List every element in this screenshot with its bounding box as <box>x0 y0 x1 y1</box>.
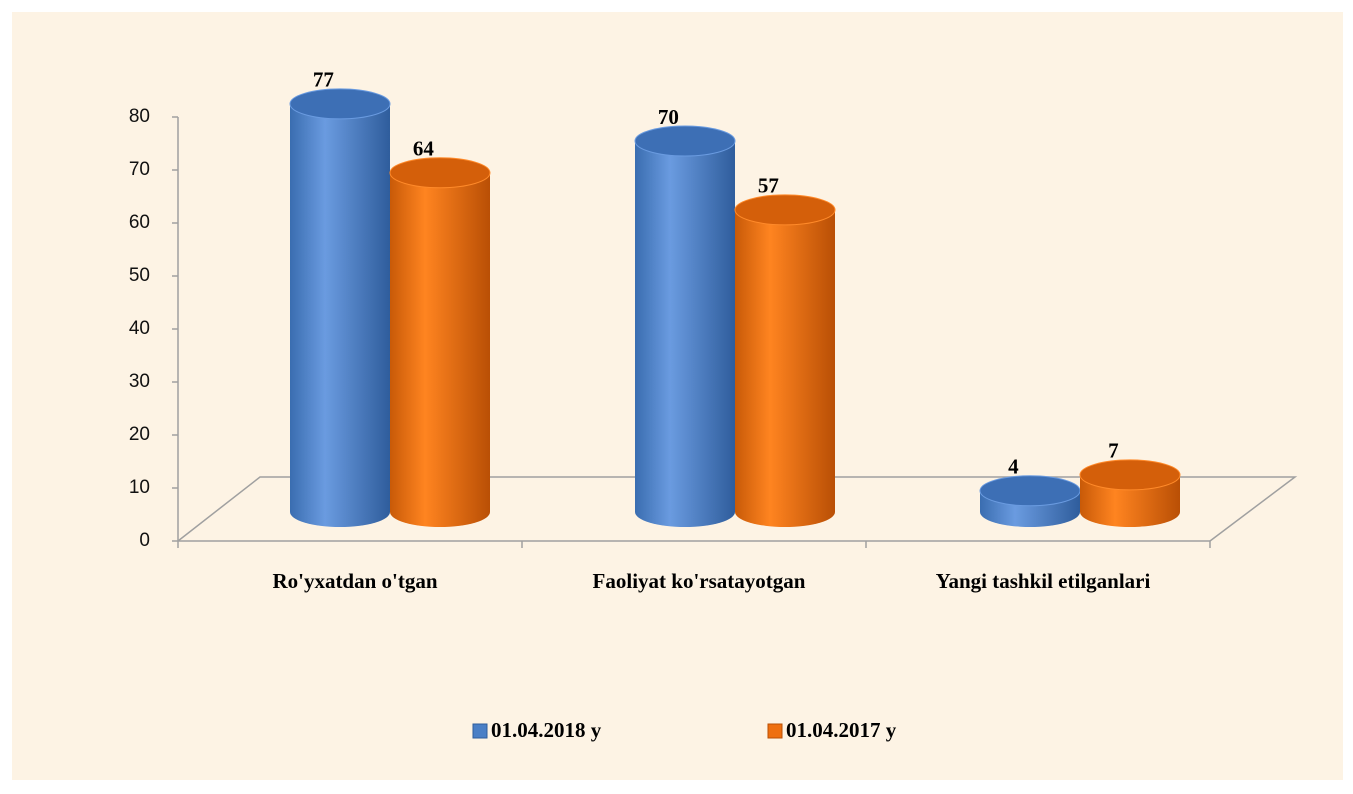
bar-top <box>979 475 1081 507</box>
bar <box>734 194 836 527</box>
data-label: 7 <box>1108 439 1119 463</box>
bar-side <box>290 103 390 528</box>
bar-side <box>735 209 835 527</box>
data-label: 70 <box>658 105 679 129</box>
y-tick-label: 40 <box>129 318 150 339</box>
data-label: 57 <box>758 174 779 198</box>
y-tick-label: 50 <box>129 265 150 286</box>
y-tick-label: 60 <box>129 212 150 233</box>
bar-top <box>734 194 836 226</box>
y-tick-label: 30 <box>129 371 150 392</box>
y-tick-label: 10 <box>129 477 150 498</box>
legend-label: 01.04.2018 y <box>491 718 602 742</box>
bar <box>979 475 1081 527</box>
data-label: 64 <box>413 137 435 161</box>
legend-swatch <box>472 723 488 739</box>
bar-top <box>1079 459 1181 491</box>
bar-top <box>289 88 391 120</box>
y-tick-label: 80 <box>129 106 150 127</box>
x-tick-label: Ro'yxatdan o'tgan <box>272 569 437 593</box>
bar <box>289 88 391 528</box>
bar <box>1079 459 1181 527</box>
data-label: 4 <box>1008 455 1019 479</box>
bar-side <box>635 141 735 527</box>
bar-top <box>634 125 736 157</box>
y-tick-label: 0 <box>139 530 150 551</box>
data-label: 77 <box>313 68 334 92</box>
legend-label: 01.04.2017 y <box>786 718 897 742</box>
bar-top <box>389 157 491 189</box>
bar <box>634 125 736 527</box>
y-tick-label: 70 <box>129 159 150 180</box>
legend-swatch <box>767 723 783 739</box>
x-tick-label: Yangi tashkil etilganlari <box>936 569 1151 593</box>
bar <box>389 157 491 528</box>
x-tick-label: Faoliyat ko'rsatayotgan <box>593 569 806 593</box>
bar-side <box>390 172 490 528</box>
y-tick-label: 20 <box>129 424 150 445</box>
